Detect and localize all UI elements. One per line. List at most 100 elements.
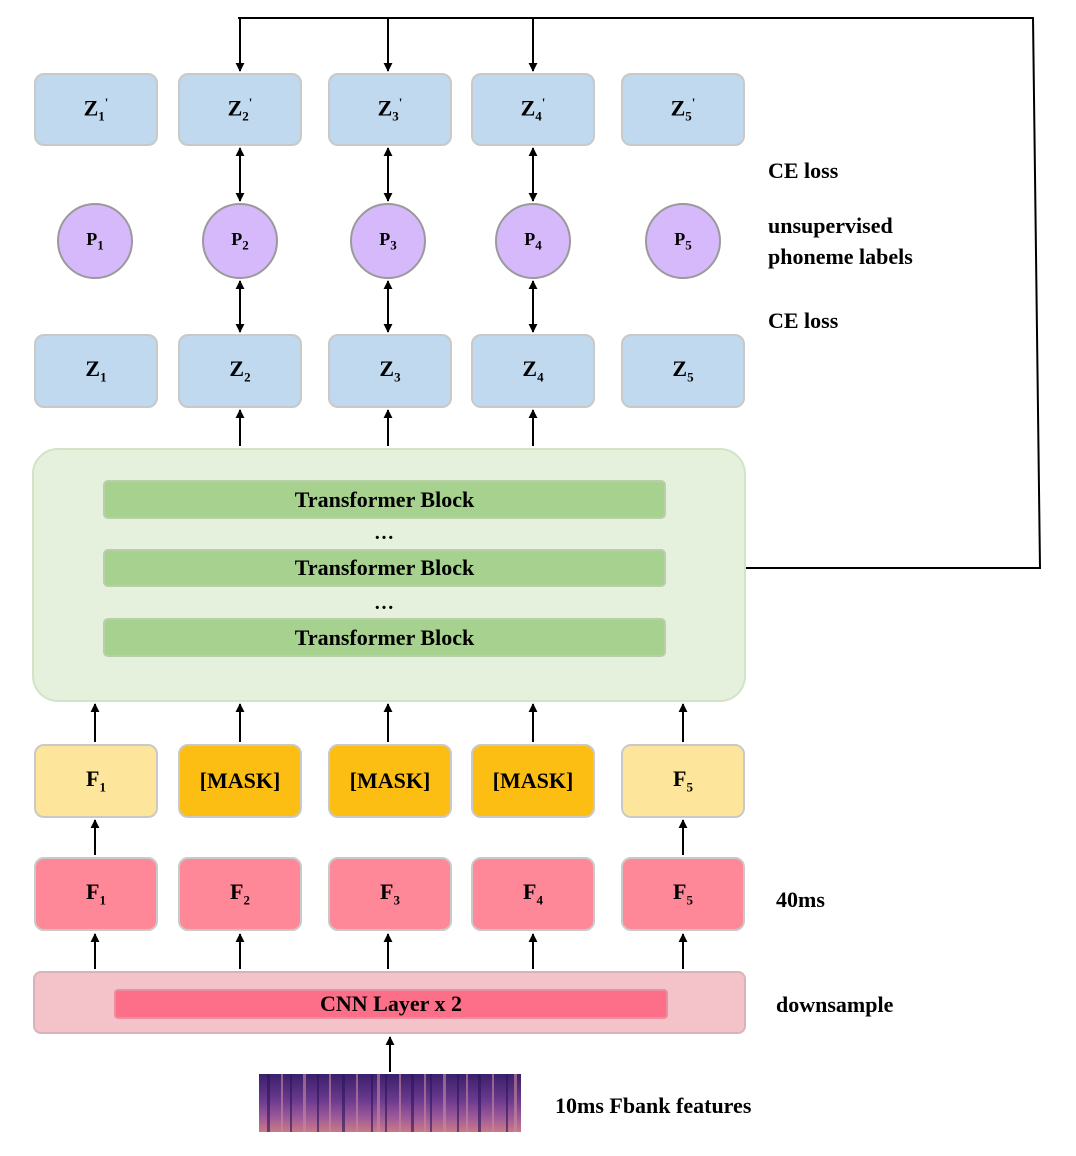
node-label-base: P bbox=[86, 228, 98, 249]
transformer-block-label: Transformer Block bbox=[294, 486, 475, 512]
node-label-subscript: 5 bbox=[686, 892, 693, 908]
spectrogram-band bbox=[466, 1074, 468, 1132]
cnn-layer-block: CNN Layer x 2 bbox=[114, 989, 668, 1019]
node-label: Z5' bbox=[671, 95, 696, 125]
phoneme-labels-caption-line2: phoneme labels bbox=[768, 244, 913, 269]
node-label-subscript: 1 bbox=[100, 369, 107, 385]
node-label: P1 bbox=[86, 229, 104, 254]
phoneme-circle-4: P4 bbox=[495, 203, 571, 279]
node-label-base: Z bbox=[672, 356, 688, 382]
spectrogram-band bbox=[411, 1074, 414, 1132]
phoneme-labels-caption-line1: unsupervised bbox=[768, 213, 893, 238]
node-label: Z5 bbox=[672, 356, 693, 385]
feature-box-3: F3 bbox=[328, 857, 452, 931]
node-label-subscript: 3 bbox=[392, 108, 399, 124]
node-label-subscript: 2 bbox=[244, 369, 251, 385]
spectrogram-band bbox=[443, 1074, 446, 1132]
spectrogram-band bbox=[457, 1074, 459, 1132]
node-label-subscript: 1 bbox=[98, 108, 105, 124]
spectrogram-band bbox=[281, 1074, 283, 1132]
transformer-block-top: Transformer Block bbox=[103, 480, 666, 519]
node-label: P2 bbox=[231, 229, 249, 254]
transformer-block-middle: Transformer Block bbox=[103, 549, 666, 587]
feature-box-5: F5 bbox=[621, 857, 745, 931]
spectrogram-band bbox=[290, 1074, 292, 1132]
masked-row-box-2: [MASK] bbox=[178, 744, 302, 818]
node-label: P5 bbox=[674, 229, 692, 254]
masked-row-box-5: F5 bbox=[621, 744, 745, 818]
node-label-base: F bbox=[673, 879, 687, 905]
node-label: F2 bbox=[230, 879, 250, 908]
z-box-2: Z2 bbox=[178, 334, 302, 408]
node-label: Z4 bbox=[522, 356, 543, 385]
spectrogram-band bbox=[267, 1074, 270, 1132]
z-prime-box-2: Z2' bbox=[178, 73, 302, 146]
masked-row-box-3: [MASK] bbox=[328, 744, 452, 818]
spectrogram-band bbox=[303, 1074, 306, 1132]
node-label-base: Z bbox=[520, 94, 536, 120]
node-label-base: Z bbox=[522, 356, 538, 382]
feature-box-4: F4 bbox=[471, 857, 595, 931]
ce-loss-top-label: CE loss bbox=[768, 158, 839, 183]
z-box-1: Z1 bbox=[34, 334, 158, 408]
z-prime-box-5: Z5' bbox=[621, 73, 745, 146]
transformer-block-bottom: Transformer Block bbox=[103, 618, 666, 657]
spectrogram-band bbox=[377, 1074, 380, 1132]
node-label-base: F bbox=[86, 766, 100, 792]
node-label-subscript: 1 bbox=[99, 779, 106, 795]
mask-token-label: [MASK] bbox=[492, 768, 574, 793]
cnn-layer-label: CNN Layer x 2 bbox=[320, 991, 462, 1016]
masked-row-box-4: [MASK] bbox=[471, 744, 595, 818]
node-label-base: F bbox=[230, 879, 244, 905]
node-label-base: Z bbox=[379, 356, 395, 382]
node-label-subscript: 1 bbox=[99, 892, 106, 908]
node-label-subscript: 5 bbox=[687, 369, 694, 385]
mask-token-label: [MASK] bbox=[199, 768, 281, 793]
node-label: P4 bbox=[524, 229, 542, 254]
node-label-subscript: 2 bbox=[242, 237, 249, 253]
node-label-base: Z bbox=[85, 356, 101, 382]
node-label-subscript: 3 bbox=[390, 237, 397, 253]
spectrogram-band bbox=[329, 1074, 331, 1132]
node-label-subscript: 3 bbox=[394, 369, 401, 385]
node-label-base: F bbox=[86, 879, 100, 905]
node-label: Z2 bbox=[229, 356, 250, 385]
z-prime-box-3: Z3' bbox=[328, 73, 452, 146]
node-label-prime: ' bbox=[248, 94, 253, 110]
node-label-base: Z bbox=[227, 94, 243, 120]
downsample-label: downsample bbox=[776, 992, 894, 1017]
spectrogram-band bbox=[424, 1074, 426, 1132]
feature-box-2: F2 bbox=[178, 857, 302, 931]
node-label: Z3' bbox=[378, 95, 403, 125]
z-box-5: Z5 bbox=[621, 334, 745, 408]
node-label: Z4' bbox=[521, 95, 546, 125]
mask-token-label: [MASK] bbox=[349, 768, 431, 793]
spectrogram-band bbox=[342, 1074, 345, 1132]
node-label-base: Z bbox=[229, 356, 245, 382]
node-label: F3 bbox=[380, 879, 400, 908]
spectrogram-band bbox=[385, 1074, 387, 1132]
spectrogram-band bbox=[317, 1074, 319, 1132]
node-label: Z1' bbox=[84, 95, 109, 125]
node-label-base: F bbox=[380, 879, 394, 905]
node-label-base: P bbox=[231, 228, 243, 249]
ce-loss-bottom-label: CE loss bbox=[768, 308, 839, 333]
fbank-spectrogram-image bbox=[259, 1074, 521, 1132]
spectrogram-band bbox=[356, 1074, 358, 1132]
node-label-base: P bbox=[524, 228, 536, 249]
node-label: P3 bbox=[379, 229, 397, 254]
feedback-loop-path bbox=[238, 17, 1042, 569]
node-label-base: Z bbox=[83, 94, 99, 120]
node-label-subscript: 4 bbox=[535, 108, 542, 124]
node-label-subscript: 1 bbox=[97, 237, 104, 253]
phoneme-circle-1: P1 bbox=[57, 203, 133, 279]
spectrogram-band bbox=[478, 1074, 481, 1132]
node-label-prime: ' bbox=[104, 94, 109, 110]
masked-row-box-1: F1 bbox=[34, 744, 158, 818]
node-label-base: F bbox=[523, 879, 537, 905]
node-label-base: F bbox=[673, 766, 687, 792]
node-label-subscript: 3 bbox=[393, 892, 400, 908]
spectrogram-band bbox=[430, 1074, 432, 1132]
node-label: F1 bbox=[86, 879, 106, 908]
